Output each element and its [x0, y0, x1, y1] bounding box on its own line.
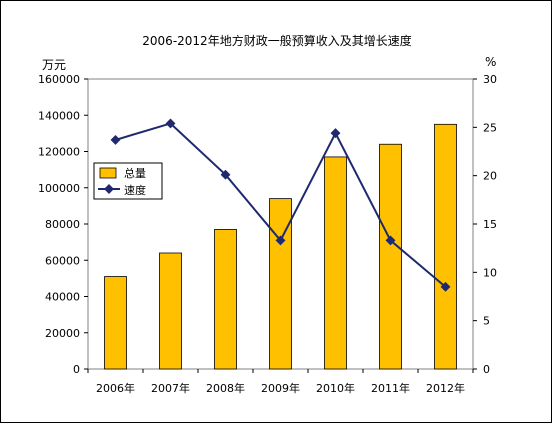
line-point — [275, 235, 286, 246]
chart-title: 2006-2012年地方财政一般预算收入及其增长速度 — [142, 33, 411, 48]
line-point — [110, 134, 121, 145]
legend: 总量 速度 — [93, 162, 163, 200]
line-point — [165, 118, 176, 129]
left-axis-tick-label: 100000 — [38, 182, 80, 195]
bar — [324, 156, 347, 370]
right-axis-tick-label: 10 — [483, 266, 497, 279]
left-axis-tick-label: 160000 — [38, 73, 80, 86]
x-axis-tick-label: 2011年 — [371, 381, 410, 395]
x-axis-tick-label: 2007年 — [151, 381, 190, 395]
right-axis-tick-label: 20 — [483, 170, 497, 183]
right-axis-tick-label: 0 — [483, 363, 490, 376]
line-point — [220, 169, 231, 180]
legend-swatch-bar — [99, 167, 117, 179]
x-axis-tick-label: 2008年 — [206, 381, 245, 395]
left-axis-tick-label: 40000 — [45, 291, 80, 304]
left-axis-tick-label: 0 — [73, 363, 80, 376]
line-point — [385, 235, 396, 246]
bar — [269, 198, 292, 370]
right-axis-tick-label: 15 — [483, 218, 497, 231]
bar — [379, 143, 402, 370]
right-axis-tick-label: 25 — [483, 121, 497, 134]
legend-label-line: 速度 — [124, 183, 146, 197]
left-axis-tick-label: 140000 — [38, 109, 80, 122]
right-axis-unit: % — [485, 55, 496, 69]
x-axis-tick-label: 2006年 — [96, 381, 135, 395]
legend-swatch-marker — [104, 184, 114, 194]
left-axis-tick-label: 80000 — [45, 218, 80, 231]
left-axis-tick-label: 120000 — [38, 146, 80, 159]
right-axis-tick-label: 5 — [483, 315, 490, 328]
line-point — [330, 128, 341, 139]
bar — [159, 252, 182, 370]
x-axis-tick-label: 2009年 — [261, 381, 300, 395]
x-axis-tick-label: 2010年 — [316, 381, 355, 395]
legend-label-bar: 总量 — [124, 166, 146, 180]
left-axis-unit: 万元 — [42, 58, 66, 72]
bar — [434, 123, 457, 370]
bar — [214, 229, 237, 370]
right-axis-tick-label: 30 — [483, 73, 497, 86]
bar — [104, 276, 127, 370]
x-axis-tick-label: 2012年 — [426, 381, 465, 395]
line-point — [440, 281, 451, 292]
left-axis-tick-label: 60000 — [45, 254, 80, 267]
left-axis-tick-label: 20000 — [45, 327, 80, 340]
